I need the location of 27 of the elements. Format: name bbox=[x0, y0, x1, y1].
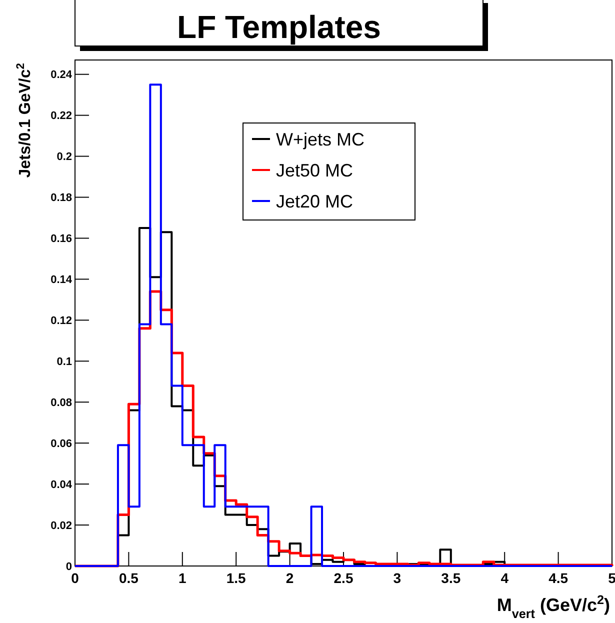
x-tick-label: 3 bbox=[393, 570, 402, 586]
y-tick-label: 0.04 bbox=[50, 478, 73, 491]
y-tick-label: 0.1 bbox=[56, 356, 72, 368]
legend-label: W+jets MC bbox=[276, 129, 365, 150]
legend-label: Jet20 MC bbox=[276, 191, 354, 212]
y-tick-label: 0.2 bbox=[56, 151, 72, 164]
x-tick-label: 2 bbox=[286, 570, 294, 586]
x-tick-label: 0.5 bbox=[118, 570, 139, 586]
x-tick-label: 4 bbox=[500, 570, 509, 586]
y-tick-label: 0.22 bbox=[50, 110, 72, 122]
y-tick-label: 0 bbox=[66, 560, 72, 573]
y-tick-label: 0.12 bbox=[50, 315, 72, 328]
chart-title: LF Templates bbox=[177, 9, 381, 45]
x-tick-label: 1.5 bbox=[226, 570, 246, 586]
x-tick-label: 2.5 bbox=[334, 570, 354, 586]
x-tick-label: 3.5 bbox=[441, 570, 461, 586]
x-axis-title: M$_{vert}$ (GeV/c$^{2}$) bbox=[496, 593, 610, 621]
y-tick-label: 0.14 bbox=[50, 274, 73, 286]
y-tick-label: 0.02 bbox=[50, 520, 72, 532]
x-tick-label: 4.5 bbox=[548, 570, 568, 586]
y-tick-label: 0.18 bbox=[50, 192, 72, 204]
y-tick-label: 0.16 bbox=[50, 233, 72, 246]
y-tick-label: 0.08 bbox=[50, 396, 72, 409]
x-tick-label: 1 bbox=[178, 570, 186, 586]
y-tick-label: 0.24 bbox=[50, 69, 73, 82]
legend-label: Jet50 MC bbox=[276, 160, 354, 180]
y-tick-label: 0.06 bbox=[50, 438, 72, 450]
